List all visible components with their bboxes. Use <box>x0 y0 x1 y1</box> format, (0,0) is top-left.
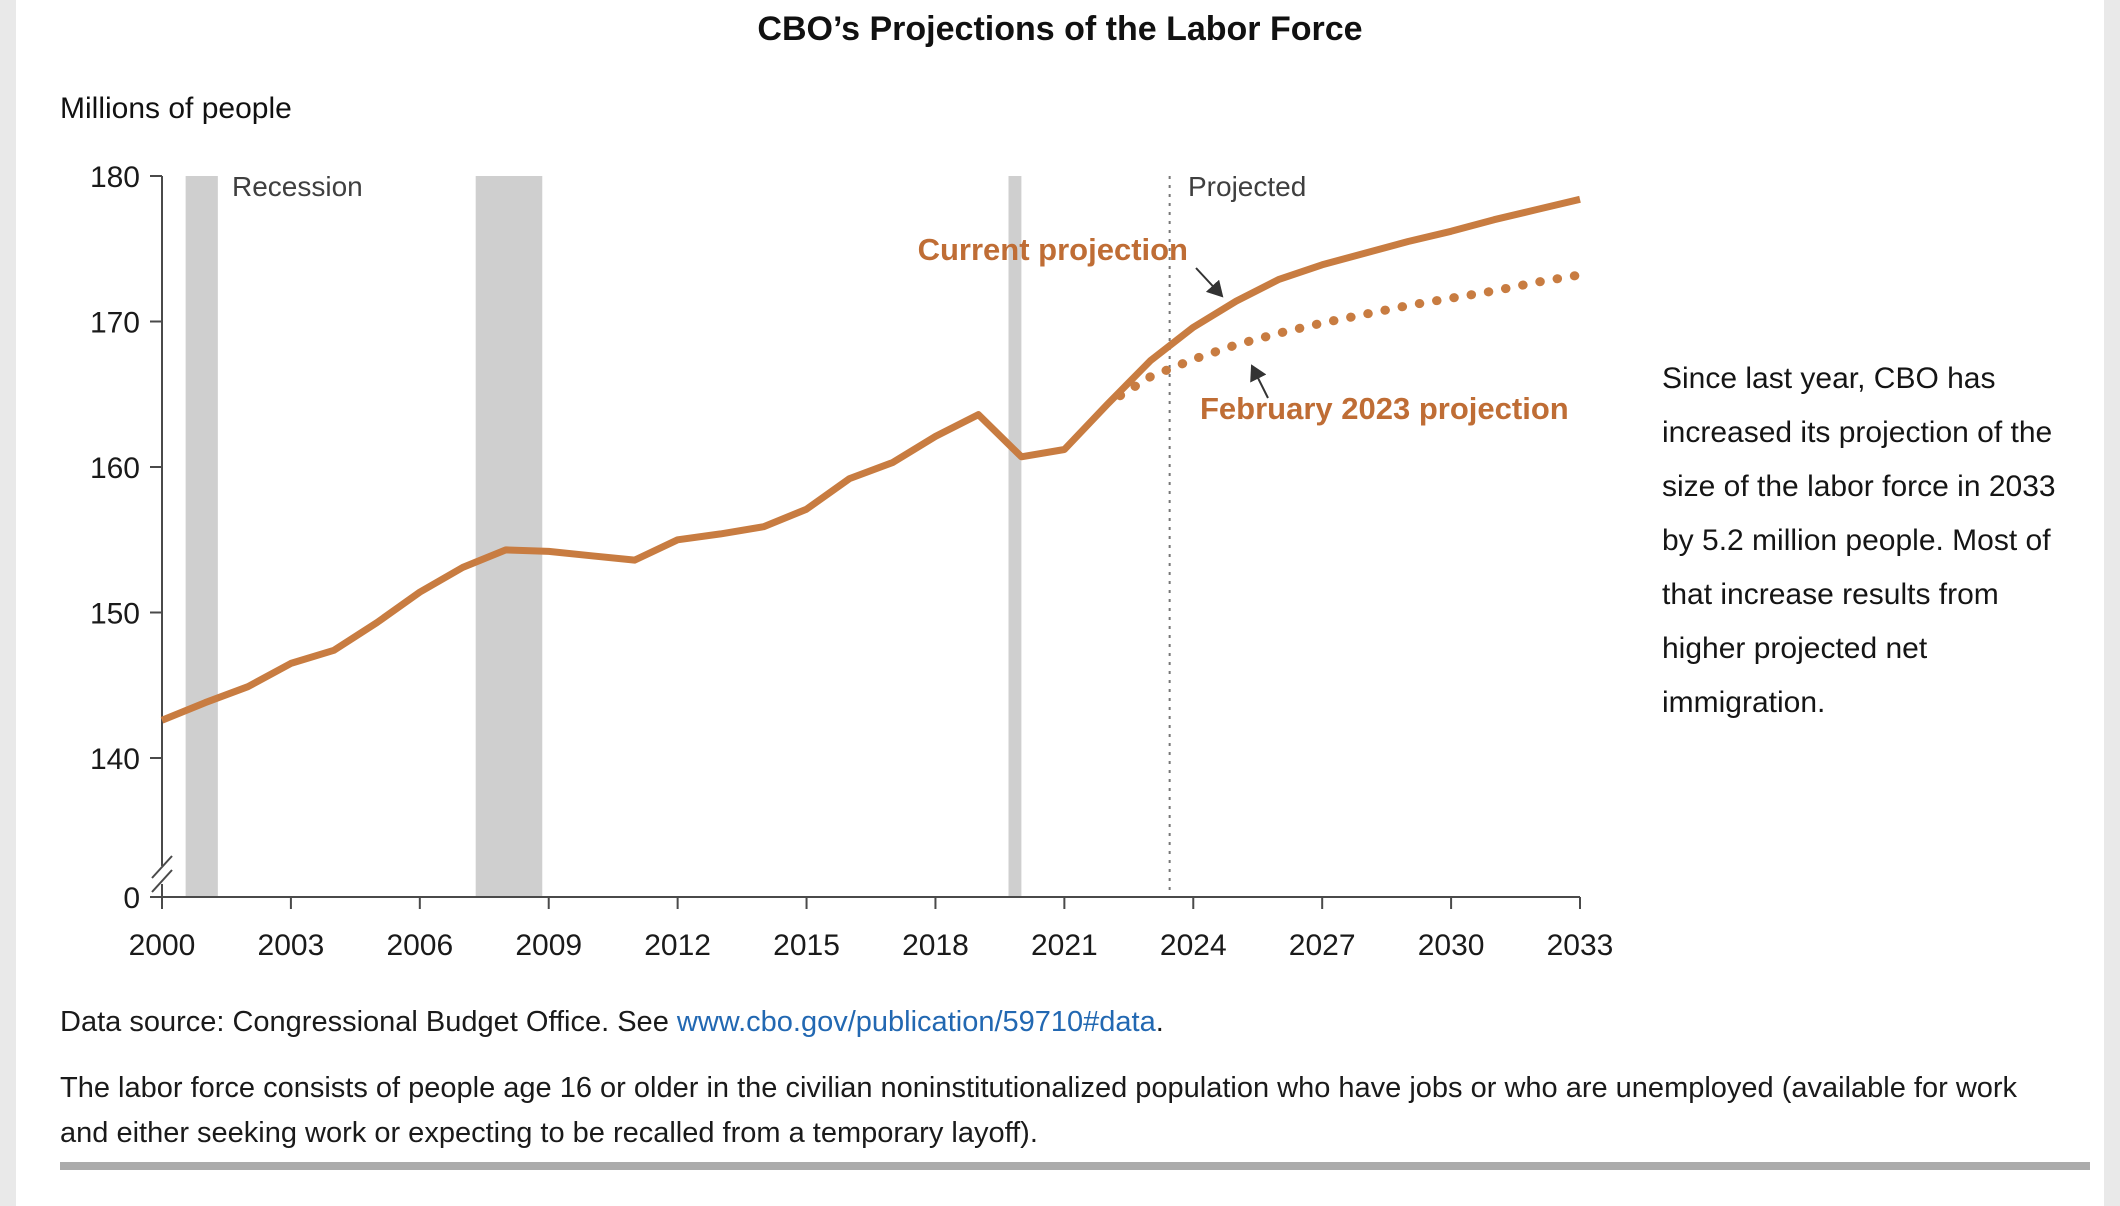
bottom-divider <box>60 1162 2090 1170</box>
plot-area: 180 170 160 150 140 0 2000 2003 2006 2009 2012 2015… <box>90 161 1613 962</box>
y-tick-label: 140 <box>90 743 140 776</box>
y-tick-label: 180 <box>90 161 140 194</box>
y-tick-label: 170 <box>90 307 140 340</box>
y-axis-units-label: Millions of people <box>60 92 292 125</box>
y-tick-label: 0 <box>123 882 140 915</box>
x-tick-label: 2000 <box>129 929 196 962</box>
data-source-link[interactable]: www.cbo.gov/publication/59710#data <box>676 1006 1156 1038</box>
feb-2023-projection-arrow-icon <box>1250 364 1269 399</box>
feb-2023-projection-line <box>1115 270 1585 401</box>
data-source-text: Data source: Congressional Budget Office… <box>60 1006 677 1038</box>
current-projection-label: Current projection <box>918 232 1188 267</box>
x-tick-label: 2003 <box>258 929 325 962</box>
data-source-period: . <box>1155 1006 1164 1038</box>
chart-title: CBO’s Projections of the Labor Force <box>757 10 1363 48</box>
current-projection-line <box>160 195 1581 724</box>
x-tick-label: 2018 <box>902 929 969 962</box>
chart-card: CBO’s Projections of the Labor Force Mil… <box>16 0 2104 1206</box>
y-tick-label: 160 <box>90 452 140 485</box>
x-tick-label: 2009 <box>515 929 582 962</box>
side-note: Since last year, CBO has increased its p… <box>1662 362 2056 719</box>
data-source-line: Data source: Congressional Budget Office… <box>60 1006 1164 1039</box>
recession-label: Recession <box>232 171 363 202</box>
x-tick-label: 2015 <box>773 929 840 962</box>
x-tick-label: 2033 <box>1547 929 1614 962</box>
recession-band <box>185 176 218 897</box>
recession-band <box>475 176 543 897</box>
x-tick-label: 2027 <box>1289 929 1356 962</box>
x-tick-label: 2030 <box>1418 929 1485 962</box>
projected-label: Projected <box>1188 171 1306 202</box>
axis-break-icon <box>151 869 173 893</box>
feb-2023-projection-label: February 2023 projection <box>1200 391 1569 426</box>
axis-break-icon <box>151 855 173 879</box>
recession-band <box>1008 176 1022 897</box>
definition-note: The labor force consists of people age 1… <box>60 1072 2018 1149</box>
x-tick-label: 2006 <box>386 929 453 962</box>
x-tick-label: 2012 <box>644 929 711 962</box>
current-projection-arrow-icon <box>1195 267 1224 298</box>
labor-force-chart: 180 170 160 150 140 0 2000 2003 2006 2009 2012 2015… <box>90 161 1613 962</box>
x-tick-label: 2024 <box>1160 929 1227 962</box>
y-tick-label: 150 <box>90 598 140 631</box>
x-tick-label: 2021 <box>1031 929 1098 962</box>
